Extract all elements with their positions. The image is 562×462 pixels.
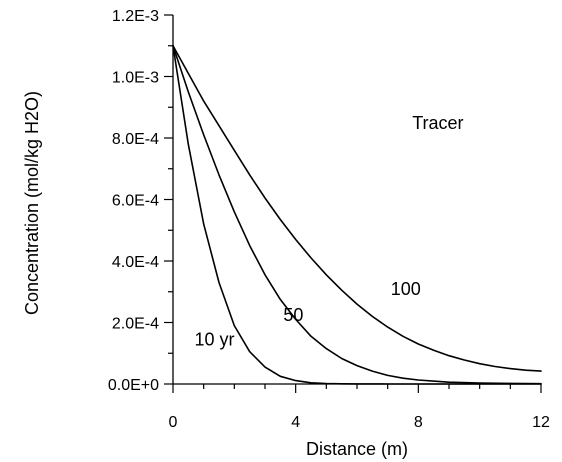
annotation-1: Tracer [412,113,463,133]
tick-labels: 0.0E+0 2.0E-4 4.0E-4 6.0E-4 8.0E-4 1.0E-3 1.2E… [108,8,550,431]
y-tick-label: 6.0E-4 [112,193,159,210]
y-tick-label: 4.0E-4 [112,254,159,271]
annotation-3: 50 [283,305,303,325]
y-tick-label: 2.0E-4 [112,316,159,333]
y-tick-label: 1.0E-3 [112,70,159,87]
y-axis-title: Concentration (mol/kg H2O) [22,91,42,315]
annotation-2: 100 [391,279,421,299]
x-tick-label: 8 [414,414,423,431]
series-line-2 [172,44,542,385]
y-tick-label: 8.0E-4 [112,131,159,148]
x-axis-title: Distance (m) [306,439,408,459]
annotations: Tracer 100 50 10 yr [194,113,463,350]
y-tick-label: 0.0E+0 [108,377,159,394]
curves [172,44,542,385]
series-line-1 [172,44,542,385]
annotation-4: 10 yr [194,330,234,350]
x-tick-label: 12 [532,414,550,431]
series-line-3 [172,44,542,372]
x-tick-label: 0 [169,414,178,431]
y-tick-label: 1.2E-3 [112,8,159,25]
x-tick-label: 4 [291,414,300,431]
